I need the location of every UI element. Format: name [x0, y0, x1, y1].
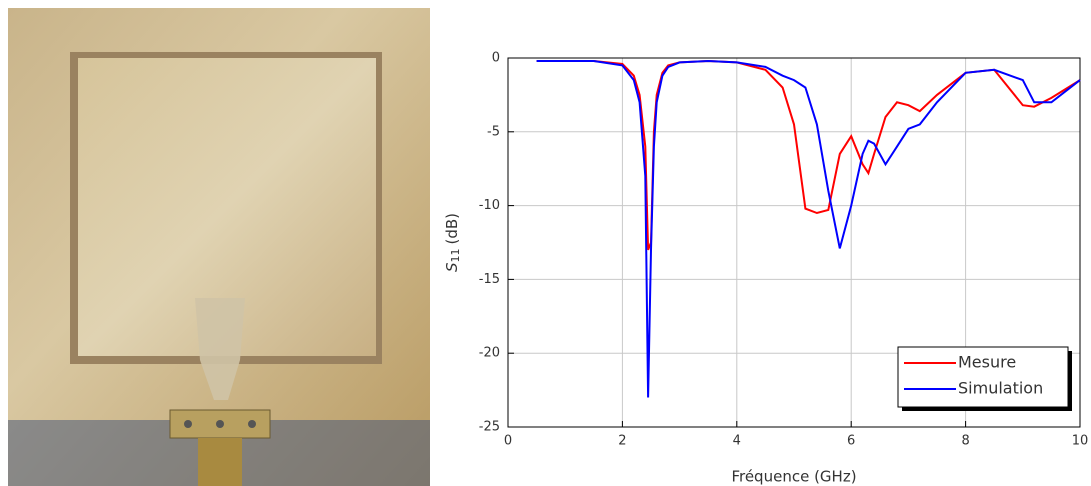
legend-label: Simulation	[958, 379, 1043, 398]
y-axis-label-part: S	[443, 262, 461, 272]
x-tick-label: 6	[847, 434, 855, 449]
y-axis-label: S11 (dB)	[443, 213, 463, 272]
x-tick-label: 8	[961, 434, 969, 449]
chart: 0 2 4 6 8 10 -25 -20 -15 -10 -5 0 Mesure Simulation Fr…	[443, 51, 1089, 486]
y-tick-label: -25	[479, 420, 500, 435]
antenna-photo	[8, 8, 430, 486]
y-tick-label: 0	[492, 51, 500, 66]
y-axis-label-part: 11	[449, 249, 462, 263]
series-line	[536, 59, 1081, 251]
x-axis-label: Fréquence (GHz)	[731, 468, 856, 486]
plot-frame	[507, 57, 1081, 428]
x-tick-label: 10	[1072, 434, 1089, 449]
x-tick-label: 4	[733, 434, 741, 449]
legend-box	[897, 346, 1069, 408]
x-tick-label: 2	[618, 434, 626, 449]
y-tick-label: -20	[479, 346, 500, 361]
y-tick-label: -5	[487, 124, 500, 139]
series-line	[536, 59, 1081, 398]
legend-label: Mesure	[958, 353, 1016, 372]
y-tick-label: -10	[479, 198, 500, 213]
y-axis-label-part: (dB)	[443, 213, 461, 245]
y-tick-label: -15	[479, 272, 500, 287]
x-tick-label: 0	[504, 434, 512, 449]
